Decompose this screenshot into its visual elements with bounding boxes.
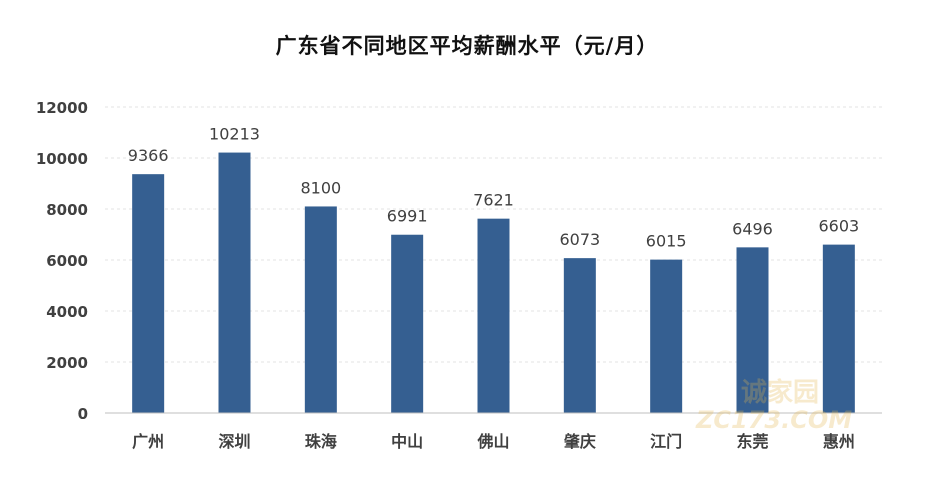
x-tick-label: 广州: [132, 432, 164, 451]
x-tick-label: 江门: [650, 432, 682, 451]
x-axis: 广州 深圳 珠海 中山 佛山 肇庆 江门 东莞 惠州: [105, 412, 882, 451]
bar: [477, 218, 510, 413]
x-tick-label: 惠州: [823, 432, 855, 451]
bar: [304, 206, 337, 413]
bar: [822, 244, 855, 413]
data-label: 8100: [300, 178, 341, 197]
y-tick-label: 4000: [46, 303, 88, 321]
bar: [218, 152, 251, 414]
data-label: 7621: [473, 191, 514, 210]
y-tick-label: 6000: [46, 252, 88, 270]
data-labels-layer: 9366 10213 8100 6991 7621 6073 6015 6496 6603: [128, 125, 859, 251]
bar: [391, 234, 424, 413]
x-tick-label: 珠海: [305, 432, 337, 451]
bars-layer: [132, 152, 855, 414]
y-tick-label: 2000: [46, 354, 88, 372]
data-label: 6603: [818, 217, 859, 236]
y-axis: 0 2000 4000 6000 8000 10000 12000: [36, 99, 88, 423]
bar: [132, 174, 165, 413]
x-tick-label: 肇庆: [563, 432, 596, 451]
x-tick-label: 东莞: [736, 432, 768, 451]
x-tick-label: 中山: [391, 432, 423, 451]
chart-title: 广东省不同地区平均薪酬水平（元/月）: [275, 34, 659, 58]
data-label: 10213: [209, 125, 260, 144]
y-tick-label: 8000: [46, 201, 88, 219]
data-label: 9366: [128, 146, 169, 165]
y-tick-label: 0: [78, 405, 88, 423]
data-label: 6496: [732, 219, 773, 238]
y-tick-label: 12000: [36, 99, 88, 117]
data-label: 6015: [646, 232, 687, 251]
data-label: 6073: [559, 230, 600, 249]
data-label: 6991: [387, 207, 428, 226]
bar: [650, 259, 683, 413]
x-tick-label: 深圳: [218, 432, 250, 451]
bar: [563, 258, 596, 413]
x-tick-label: 佛山: [476, 432, 509, 451]
bar: [736, 247, 769, 413]
y-tick-label: 10000: [36, 150, 88, 168]
